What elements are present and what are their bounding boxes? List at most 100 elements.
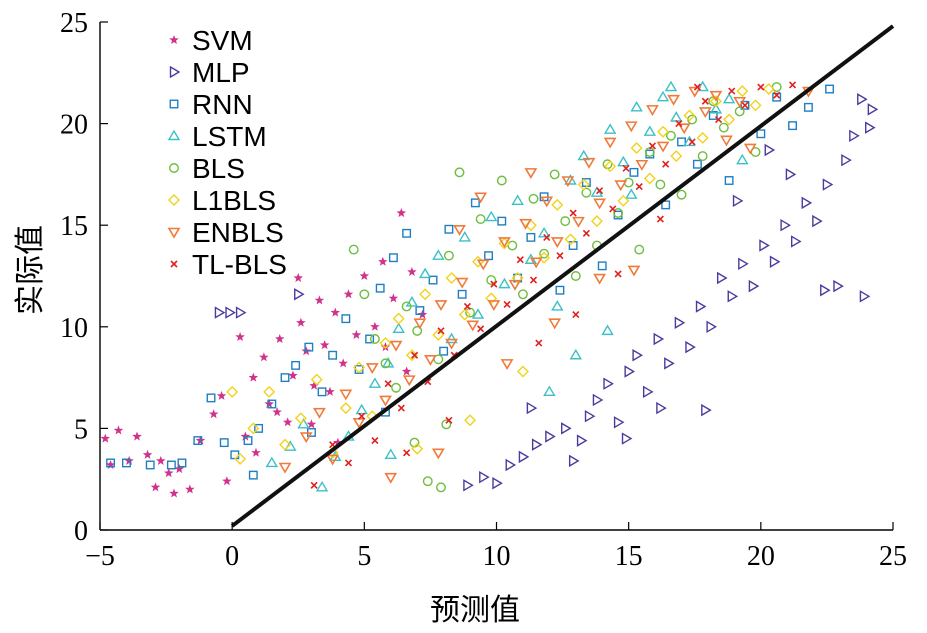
x-tick-label: 0 <box>225 541 239 572</box>
data-point-lstm-0 <box>265 456 279 468</box>
data-point-lstm-9 <box>392 322 405 334</box>
data-point-mlp-35 <box>812 214 823 228</box>
data-point-svm-6 <box>150 482 161 492</box>
data-point-tl-bls-35 <box>788 81 797 89</box>
data-point-tl-bls-26 <box>662 160 670 168</box>
data-point-rnn-11 <box>280 373 290 383</box>
data-point-rnn-0 <box>106 458 116 468</box>
data-point-lstm-28 <box>643 125 657 136</box>
x-tick-label: 5 <box>357 541 371 572</box>
data-point-rnn-16 <box>341 314 351 324</box>
data-point-svm-29 <box>325 386 335 396</box>
data-point-mlp-40 <box>857 92 868 106</box>
data-point-enbls-18 <box>498 237 511 249</box>
data-point-tl-bls-29 <box>701 97 709 105</box>
data-point-bls-14 <box>496 175 507 186</box>
data-point-lstm-24 <box>590 186 604 197</box>
data-point-bls-35 <box>718 122 729 133</box>
series-enbls <box>278 86 815 484</box>
data-point-enbls-19 <box>508 279 522 291</box>
data-point-enbls-7 <box>379 395 392 407</box>
data-point-tl-bls-16 <box>529 276 538 284</box>
data-point-rnn-2 <box>145 460 155 470</box>
data-point-rnn-18 <box>365 334 375 344</box>
data-point-svm-33 <box>351 329 362 339</box>
data-point-enbls-34 <box>667 94 681 106</box>
data-point-l1bls-33 <box>670 150 683 163</box>
data-point-mlp-42 <box>820 284 831 297</box>
data-point-bls-22 <box>581 187 592 198</box>
data-point-mlp-52 <box>867 103 879 116</box>
data-point-svm-46 <box>380 342 391 352</box>
data-point-mlp-45 <box>701 403 712 417</box>
data-point-rnn-33 <box>568 241 578 250</box>
data-point-l1bls-31 <box>643 172 656 185</box>
data-point-lstm-36 <box>543 385 556 397</box>
data-point-tl-bls-6 <box>397 404 405 412</box>
data-point-svm-0 <box>100 433 110 443</box>
data-point-tl-bls-28 <box>688 138 696 146</box>
data-point-rnn-8 <box>243 436 253 446</box>
data-point-svm-19 <box>259 352 269 362</box>
data-point-tl-bls-11 <box>463 302 471 311</box>
data-point-tl-bls-14 <box>503 300 511 309</box>
data-point-rnn-44 <box>740 100 750 110</box>
legend-marker-mlp <box>169 65 181 79</box>
data-point-svm-44 <box>333 437 343 447</box>
data-point-lstm-41 <box>625 188 638 199</box>
data-point-rnn-46 <box>772 92 782 102</box>
data-point-mlp-19 <box>642 385 654 399</box>
data-point-mlp-46 <box>656 401 667 415</box>
data-point-lstm-33 <box>709 102 723 114</box>
data-point-l1bls-43 <box>516 365 529 378</box>
data-point-rnn-47 <box>788 121 798 131</box>
data-point-mlp-18 <box>632 349 643 362</box>
data-point-l1bls-16 <box>445 272 458 285</box>
data-point-lstm-16 <box>484 210 498 222</box>
data-point-svm-27 <box>314 295 325 305</box>
data-point-tl-bls-41 <box>445 416 453 424</box>
data-point-enbls-36 <box>688 86 702 98</box>
data-point-lstm-3 <box>315 480 329 492</box>
data-point-tl-bls-19 <box>569 209 577 217</box>
data-point-svm-42 <box>293 273 303 283</box>
data-point-bls-40 <box>441 419 452 430</box>
data-point-enbls-15 <box>466 320 480 332</box>
data-point-l1bls-32 <box>657 125 670 138</box>
data-point-svm-22 <box>282 417 293 427</box>
data-point-l1bls-9 <box>353 361 366 374</box>
data-point-mlp-4 <box>463 479 474 492</box>
data-point-mlp-38 <box>841 153 852 167</box>
data-point-tl-bls-32 <box>741 101 749 109</box>
data-point-lstm-10 <box>405 296 419 307</box>
data-point-svm-26 <box>306 419 317 429</box>
data-point-rnn-15 <box>328 350 338 360</box>
data-point-l1bls-6 <box>310 373 323 386</box>
legend-label-l1bls: L1BLS <box>192 185 276 216</box>
data-point-l1bls-26 <box>577 178 590 191</box>
data-point-enbls-28 <box>603 137 617 149</box>
legend-label-lstm: LSTM <box>192 121 267 152</box>
data-point-svm-9 <box>169 488 179 498</box>
data-point-mlp-33 <box>790 235 802 248</box>
data-point-enbls-8 <box>389 340 403 352</box>
data-point-enbls-20 <box>519 218 532 230</box>
data-point-enbls-37 <box>698 107 712 118</box>
data-point-rnn-30 <box>526 232 536 242</box>
data-point-mlp-24 <box>695 300 707 313</box>
legend-marker-rnn <box>169 99 179 109</box>
data-point-tl-bls-37 <box>656 215 664 223</box>
data-point-rnn-49 <box>825 84 835 94</box>
data-point-bls-19 <box>549 169 560 180</box>
data-point-lstm-14 <box>458 231 472 242</box>
data-point-bls-30 <box>666 130 676 141</box>
data-point-enbls-16 <box>476 259 490 271</box>
data-point-tl-bls-13 <box>490 280 498 288</box>
data-point-enbls-31 <box>635 159 649 171</box>
series-rnn <box>106 84 835 480</box>
data-point-svm-5 <box>142 449 153 459</box>
data-point-l1bls-40 <box>762 83 775 96</box>
data-point-l1bls-30 <box>630 141 643 154</box>
data-point-mlp-47 <box>621 432 633 445</box>
